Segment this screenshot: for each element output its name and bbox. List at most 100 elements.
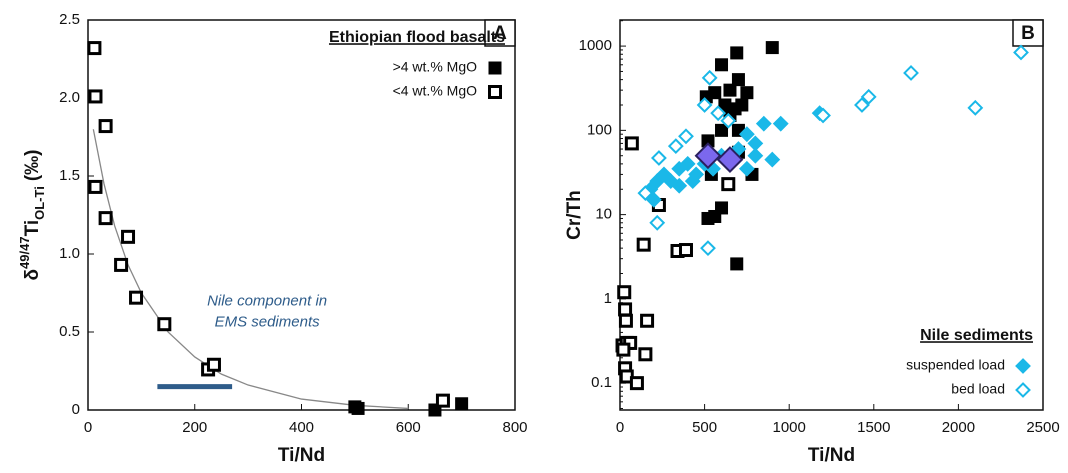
x-axis-label: Ti/Nd xyxy=(278,445,325,466)
legend-title: Ethiopian flood basalts xyxy=(329,29,505,46)
y-tick-label: 1 xyxy=(604,290,612,307)
x-tick-label: 500 xyxy=(692,419,717,436)
marker xyxy=(967,99,984,116)
marker xyxy=(351,401,365,415)
marker xyxy=(455,397,469,411)
marker xyxy=(98,119,113,134)
y-tick-label: 1.5 xyxy=(59,167,80,184)
y-tick-label: 0.5 xyxy=(59,323,80,340)
x-tick-label: 2000 xyxy=(942,419,975,436)
legend-title: Nile sediments xyxy=(920,327,1033,344)
marker xyxy=(903,65,919,81)
x-tick-label: 1500 xyxy=(857,419,890,436)
plot-frame xyxy=(87,19,516,411)
marker xyxy=(860,88,877,105)
marker xyxy=(129,290,144,305)
y-label-part: OL-Ti xyxy=(32,186,47,220)
marker xyxy=(88,179,103,194)
model-curve xyxy=(92,129,409,410)
y-label-part: δ xyxy=(22,269,43,281)
panel-label: B xyxy=(1021,23,1035,44)
marker xyxy=(716,146,744,173)
marker xyxy=(640,313,655,328)
marker xyxy=(740,86,754,100)
marker xyxy=(678,243,693,258)
y-label-part: 49/47 xyxy=(17,236,32,269)
legend-label: suspended load xyxy=(906,357,1005,373)
marker xyxy=(649,214,666,231)
marker xyxy=(694,142,722,170)
marker xyxy=(701,69,718,86)
legend-label: >4 wt.% MgO xyxy=(393,59,478,75)
marker xyxy=(206,357,221,372)
x-tick-label: 400 xyxy=(289,419,314,436)
marker xyxy=(651,150,667,166)
marker xyxy=(667,138,684,155)
y-label-part: (‰) xyxy=(22,150,43,182)
y-tick-label: 0.1 xyxy=(591,374,612,391)
marker xyxy=(662,173,679,189)
x-tick-label: 0 xyxy=(84,419,92,436)
marker xyxy=(679,155,696,172)
x-tick-label: 600 xyxy=(396,419,421,436)
marker xyxy=(88,89,103,104)
marker xyxy=(87,41,102,56)
marker xyxy=(720,112,737,129)
marker xyxy=(772,115,789,132)
marker xyxy=(700,240,716,257)
marker xyxy=(715,123,729,137)
marker xyxy=(618,302,633,317)
marker xyxy=(764,151,781,168)
marker xyxy=(701,134,715,148)
x-tick-label: 800 xyxy=(502,419,527,436)
y-axis-label: δ49/47TiOL-Ti (‰) xyxy=(17,150,47,281)
y-tick-label: 10 xyxy=(595,206,612,223)
marker xyxy=(815,107,831,124)
marker xyxy=(738,160,755,177)
marker xyxy=(624,136,639,151)
marker xyxy=(696,97,713,113)
marker xyxy=(738,126,755,143)
marker xyxy=(731,73,745,87)
marker xyxy=(671,177,688,194)
marker xyxy=(645,191,662,208)
panel-label-box xyxy=(1012,19,1044,47)
marker xyxy=(678,128,694,145)
marker xyxy=(1013,44,1029,61)
annotation: Nile component in xyxy=(207,293,327,310)
y-tick-label: 0 xyxy=(72,401,80,418)
marker xyxy=(708,209,722,223)
y-axis-label: Cr/Th xyxy=(564,190,585,240)
marker xyxy=(715,58,729,72)
x-axis-label: Ti/Nd xyxy=(808,445,855,466)
y-tick-label: 1.0 xyxy=(59,245,80,262)
marker xyxy=(114,257,129,272)
marker xyxy=(730,46,744,60)
panel-label: A xyxy=(493,23,507,44)
marker xyxy=(708,86,722,100)
marker xyxy=(721,177,736,192)
marker xyxy=(157,317,172,332)
y-tick-label: 1000 xyxy=(579,37,612,54)
legend-marker xyxy=(488,85,502,99)
marker xyxy=(636,237,651,252)
marker xyxy=(718,98,732,112)
x-tick-label: 1000 xyxy=(773,419,806,436)
annotation: EMS sediments xyxy=(215,314,321,331)
legend-marker xyxy=(1015,382,1031,398)
x-tick-label: 0 xyxy=(616,419,624,436)
marker xyxy=(747,135,764,152)
panel-label-box xyxy=(484,19,516,47)
y-tick-label: 100 xyxy=(587,121,612,138)
legend-label: bed load xyxy=(951,381,1005,397)
legend-marker xyxy=(488,61,502,75)
marker xyxy=(121,229,136,244)
legend-label: <4 wt.% MgO xyxy=(393,83,478,99)
marker xyxy=(435,393,450,408)
marker xyxy=(755,115,772,132)
marker xyxy=(629,376,644,391)
y-label-part: Ti xyxy=(22,220,43,237)
marker xyxy=(747,147,764,164)
marker xyxy=(616,342,631,357)
